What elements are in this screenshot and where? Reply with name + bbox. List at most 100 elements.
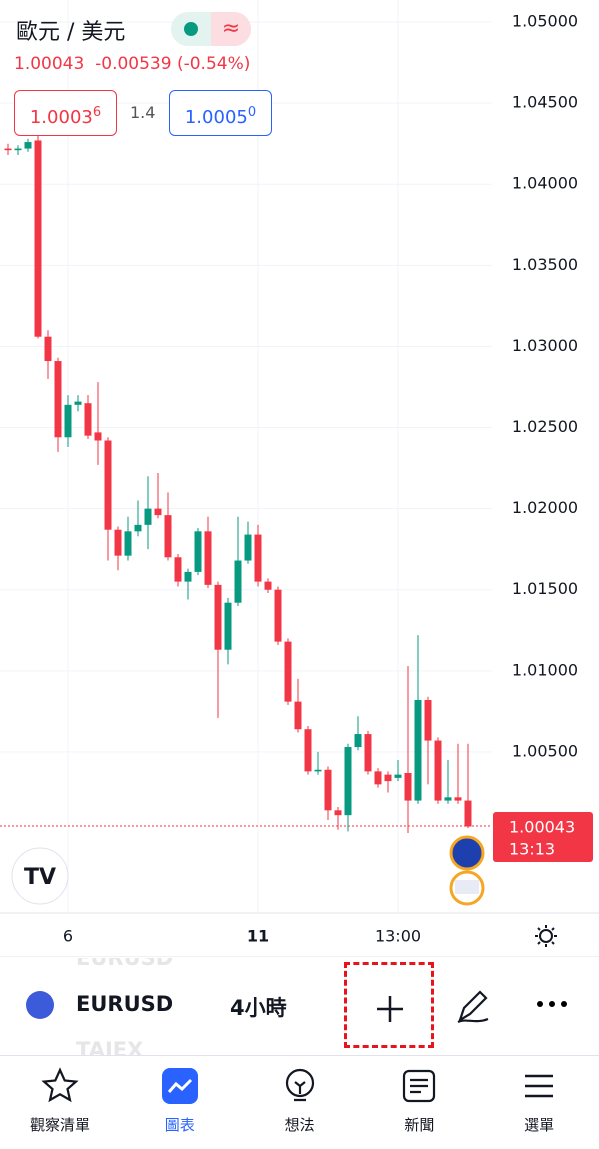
candle-body	[24, 142, 32, 149]
nav-label: 圖表	[164, 1116, 195, 1134]
buy-button[interactable]: 1.00050	[169, 90, 272, 136]
price: 1.00043	[14, 54, 85, 74]
candle-body	[364, 734, 372, 772]
sell-button[interactable]: 1.00036	[14, 90, 117, 136]
more-icon[interactable]	[532, 994, 572, 1014]
ask-pip: 0	[247, 105, 257, 120]
ghost-symbol: EURUSD	[76, 958, 174, 970]
nav-icon	[525, 1074, 554, 1098]
last-price-tag	[493, 812, 593, 863]
chart: 1.05000 1.04500 1.04000 1.03500 1.03000 1.025…	[0, 0, 599, 957]
candle-body	[174, 557, 182, 582]
last-price-label: 1.00043	[509, 818, 575, 837]
delay-icon: ≈	[211, 12, 251, 46]
x-tick-label: 13:00	[375, 927, 421, 946]
us-flag-stripes	[455, 880, 479, 894]
nav-item[interactable]: 圖表	[120, 1056, 240, 1149]
candle-body	[314, 769, 322, 772]
candle-body	[134, 524, 142, 532]
candle-body	[284, 641, 292, 702]
y-tick-label: 1.03000	[512, 336, 578, 355]
nav-icon	[285, 1068, 314, 1102]
y-tick-label: 1.02500	[512, 417, 578, 436]
y-tick-label: 1.05000	[512, 12, 578, 31]
bid-pip: 6	[92, 105, 102, 120]
candle-body	[294, 701, 302, 730]
candle-body	[324, 769, 332, 811]
candle-body	[424, 700, 432, 741]
candle-body	[14, 148, 22, 151]
candle-body	[464, 800, 472, 827]
toolbar: EURUSD TAIEX EURUSD 4小時	[0, 958, 599, 1056]
candle-body	[334, 810, 342, 816]
nav-label: 選單	[524, 1116, 555, 1134]
nav-label: 新聞	[404, 1116, 435, 1134]
x-tick-label: 6	[63, 927, 73, 946]
candle-body	[254, 534, 262, 582]
candle-body	[224, 602, 232, 650]
change-pct: (-0.54%)	[176, 54, 251, 74]
candle-body	[454, 797, 462, 801]
symbol-title: 歐元 / 美元	[16, 20, 126, 45]
nav-item[interactable]: 觀察清單	[0, 1056, 120, 1149]
candle-body	[204, 531, 212, 585]
ask: 1.0005	[184, 107, 248, 128]
nav-label: 想法	[284, 1116, 315, 1134]
candle-body	[94, 432, 102, 441]
x-tick-label: 11	[247, 927, 269, 946]
candle-body	[374, 771, 382, 785]
candle-body	[404, 773, 412, 801]
nav-item[interactable]: 選單	[479, 1056, 599, 1149]
plus-icon	[377, 996, 403, 1022]
candle-body	[164, 515, 172, 558]
candle-body	[104, 440, 112, 530]
candle-body	[394, 774, 402, 778]
candle-body	[44, 336, 52, 362]
candle-body	[414, 700, 422, 801]
candle-body	[34, 140, 42, 337]
add-button[interactable]	[344, 962, 434, 1048]
y-tick-label: 1.01000	[512, 660, 578, 679]
interval-button[interactable]: 4小時	[230, 996, 287, 1020]
nav-icon	[161, 1068, 198, 1104]
eu-flag[interactable]	[449, 835, 485, 871]
candle-body	[354, 734, 362, 748]
candle-body	[304, 729, 312, 772]
candle-body	[214, 584, 222, 650]
symbol-button[interactable]: EURUSD	[76, 992, 174, 1016]
nav-label: 觀察清單	[29, 1116, 90, 1134]
candle-body	[234, 560, 242, 603]
spread: 1.4	[130, 103, 156, 122]
candle-body	[64, 404, 72, 438]
candle-body	[444, 797, 452, 801]
nav-icon	[41, 1067, 79, 1103]
bid: 1.0003	[29, 107, 93, 128]
y-tick-label: 1.04500	[512, 93, 578, 112]
candle-body	[74, 401, 82, 405]
ghost-symbol: TAIEX	[76, 1038, 144, 1056]
nav-item[interactable]: 新聞	[359, 1056, 479, 1149]
draw-icon[interactable]	[454, 986, 494, 1026]
change: -0.00539	[95, 54, 172, 74]
y-tick-label: 1.04000	[512, 174, 578, 193]
settings-icon[interactable]	[535, 925, 557, 947]
candle-body	[54, 361, 62, 438]
y-tick-label: 1.02000	[512, 498, 578, 517]
market-dot	[184, 22, 198, 36]
candle-body	[344, 747, 352, 816]
pair-icon	[26, 991, 54, 1019]
candle-body	[144, 508, 152, 525]
y-tick-label: 1.01500	[512, 579, 578, 598]
candle-body	[124, 531, 132, 556]
status-pill[interactable]: ≈	[171, 12, 251, 46]
candle-body	[384, 774, 392, 782]
y-tick-label: 1.03500	[512, 255, 578, 274]
candle-body	[184, 571, 192, 582]
tv-logo[interactable]	[11, 847, 69, 905]
candle-body	[264, 581, 272, 590]
candle-body	[114, 529, 122, 556]
nav-item[interactable]: 想法	[240, 1056, 360, 1149]
candle-body	[244, 534, 252, 561]
candle-body	[84, 403, 92, 436]
